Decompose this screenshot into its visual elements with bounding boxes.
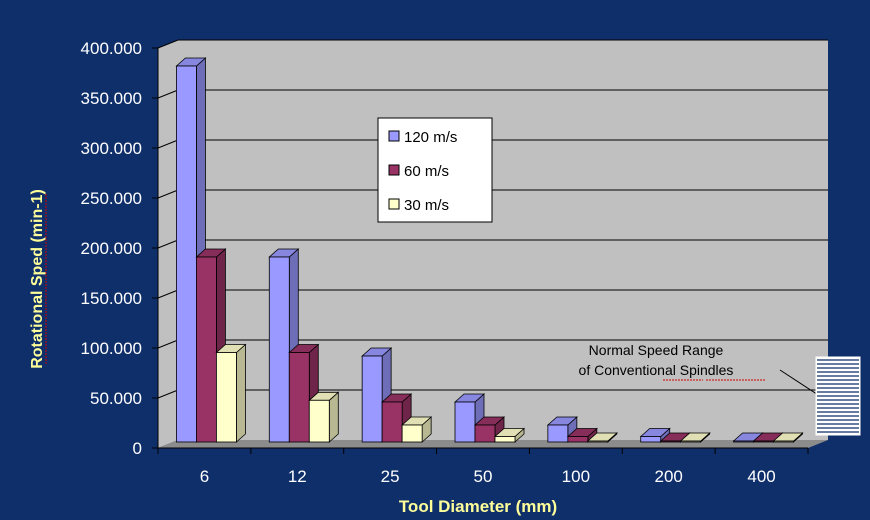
gridline-side	[157, 139, 179, 149]
gridline-side	[157, 389, 179, 399]
legend-item: 30 m/s	[388, 197, 449, 214]
bar	[772, 432, 804, 443]
x-tick-label: 200	[655, 467, 683, 486]
y-tick-label: 150.000	[81, 289, 142, 308]
gridline-side	[157, 39, 179, 49]
y-axis-title: Rotational Sped (min-1)	[29, 189, 46, 369]
speed-range-annotation: Normal Speed Range of Conventional Spind…	[579, 342, 861, 436]
y-tick-label: 350.000	[81, 89, 142, 108]
x-tick-label: 400	[747, 467, 775, 486]
gridline-side	[157, 189, 179, 199]
bar	[308, 391, 340, 443]
legend-swatch	[388, 198, 400, 210]
bar	[361, 347, 393, 443]
gridline-side	[157, 289, 179, 299]
y-tick-label: 400.000	[81, 39, 142, 58]
bar	[401, 416, 433, 443]
bar	[215, 343, 247, 443]
gridline-side	[157, 89, 179, 99]
x-tick-label: 100	[562, 467, 590, 486]
gridline-side	[157, 339, 179, 349]
x-tick-label: 25	[381, 467, 400, 486]
legend-label: 120 m/s	[404, 129, 457, 146]
y-tick-label: 50.000	[90, 389, 142, 408]
legend-label: 30 m/s	[404, 197, 449, 214]
legend-swatch	[388, 164, 400, 176]
bars	[175, 57, 804, 443]
bar	[679, 432, 711, 443]
legend-label: 60 m/s	[404, 163, 449, 180]
legend-item: 60 m/s	[388, 163, 449, 180]
plot-area	[158, 40, 828, 448]
y-tick-label: 0	[133, 439, 142, 458]
y-axis-tick-labels: 0 50.000 100.000 150.000 200.000 250.000 300.0…	[81, 39, 142, 458]
bar	[453, 393, 486, 443]
x-axis-tick-labels: 6 12 25 50 100 200 400	[157, 448, 809, 486]
x-tick-label: 6	[200, 467, 209, 486]
bar	[493, 427, 526, 443]
speed-range-marker	[815, 356, 861, 436]
y-tick-label: 250.000	[81, 189, 142, 208]
legend-swatch	[388, 130, 400, 142]
bar	[175, 57, 207, 443]
bar	[586, 432, 618, 443]
y-tick-label: 100.000	[81, 339, 142, 358]
legend: 120 m/s 60 m/s 30 m/s	[377, 117, 493, 223]
y-tick-label: 200.000	[81, 239, 142, 258]
annotation-line-1: Normal Speed Range	[589, 342, 724, 358]
legend-item: 120 m/s	[388, 129, 457, 146]
annotation-line-2: of Conventional Spindles	[579, 362, 734, 378]
gridline-side	[157, 239, 179, 249]
x-axis-title: Tool Diameter (mm)	[399, 497, 557, 516]
x-tick-label: 12	[288, 467, 307, 486]
y-tick-label: 300.000	[81, 139, 142, 158]
x-tick-label: 50	[474, 467, 493, 486]
